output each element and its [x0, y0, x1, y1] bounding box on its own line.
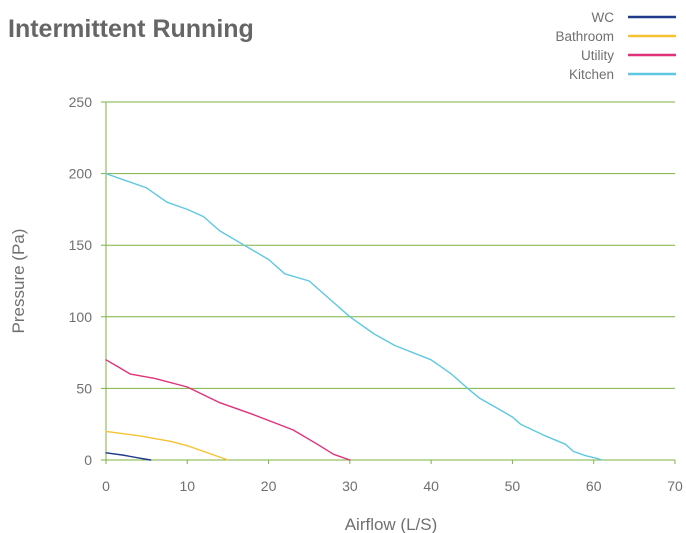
x-tick-label: 10: [179, 478, 195, 494]
series-line-wc: [105, 452, 152, 461]
legend-label-wc: WC: [592, 10, 615, 25]
tick-labels: 0 50 100 150 200 250 0 10 20 30 40 50 60 70: [69, 94, 683, 494]
legend: WC Bathroom Utility Kitchen: [555, 10, 676, 82]
x-tick-label: 40: [423, 478, 439, 494]
x-tick-label: 30: [342, 478, 358, 494]
x-tick-label: 0: [102, 478, 110, 494]
y-axis-label: Pressure (Pa): [9, 229, 28, 334]
y-tick-label: 100: [69, 309, 93, 325]
series-line-kitchen: [105, 172, 603, 461]
y-tick-label: 0: [84, 452, 92, 468]
y-tick-label: 250: [69, 94, 93, 110]
axes: [101, 101, 676, 464]
chart-title: Intermittent Running: [8, 15, 254, 43]
series-line-bathroom: [105, 430, 229, 461]
x-tick-label: 50: [505, 478, 521, 494]
x-tick-label: 20: [261, 478, 277, 494]
legend-label-bathroom: Bathroom: [555, 29, 614, 44]
x-tick-label: 70: [667, 478, 683, 494]
series-lines: [105, 172, 603, 461]
x-tick-label: 60: [586, 478, 602, 494]
series-line-utility: [105, 359, 351, 461]
legend-label-kitchen: Kitchen: [569, 67, 614, 82]
grid: [106, 101, 675, 389]
x-axis-label: Airflow (L/S): [345, 515, 438, 533]
y-tick-label: 150: [69, 237, 93, 253]
y-tick-label: 200: [69, 166, 93, 182]
legend-label-utility: Utility: [581, 48, 614, 63]
y-tick-label: 50: [76, 380, 92, 396]
